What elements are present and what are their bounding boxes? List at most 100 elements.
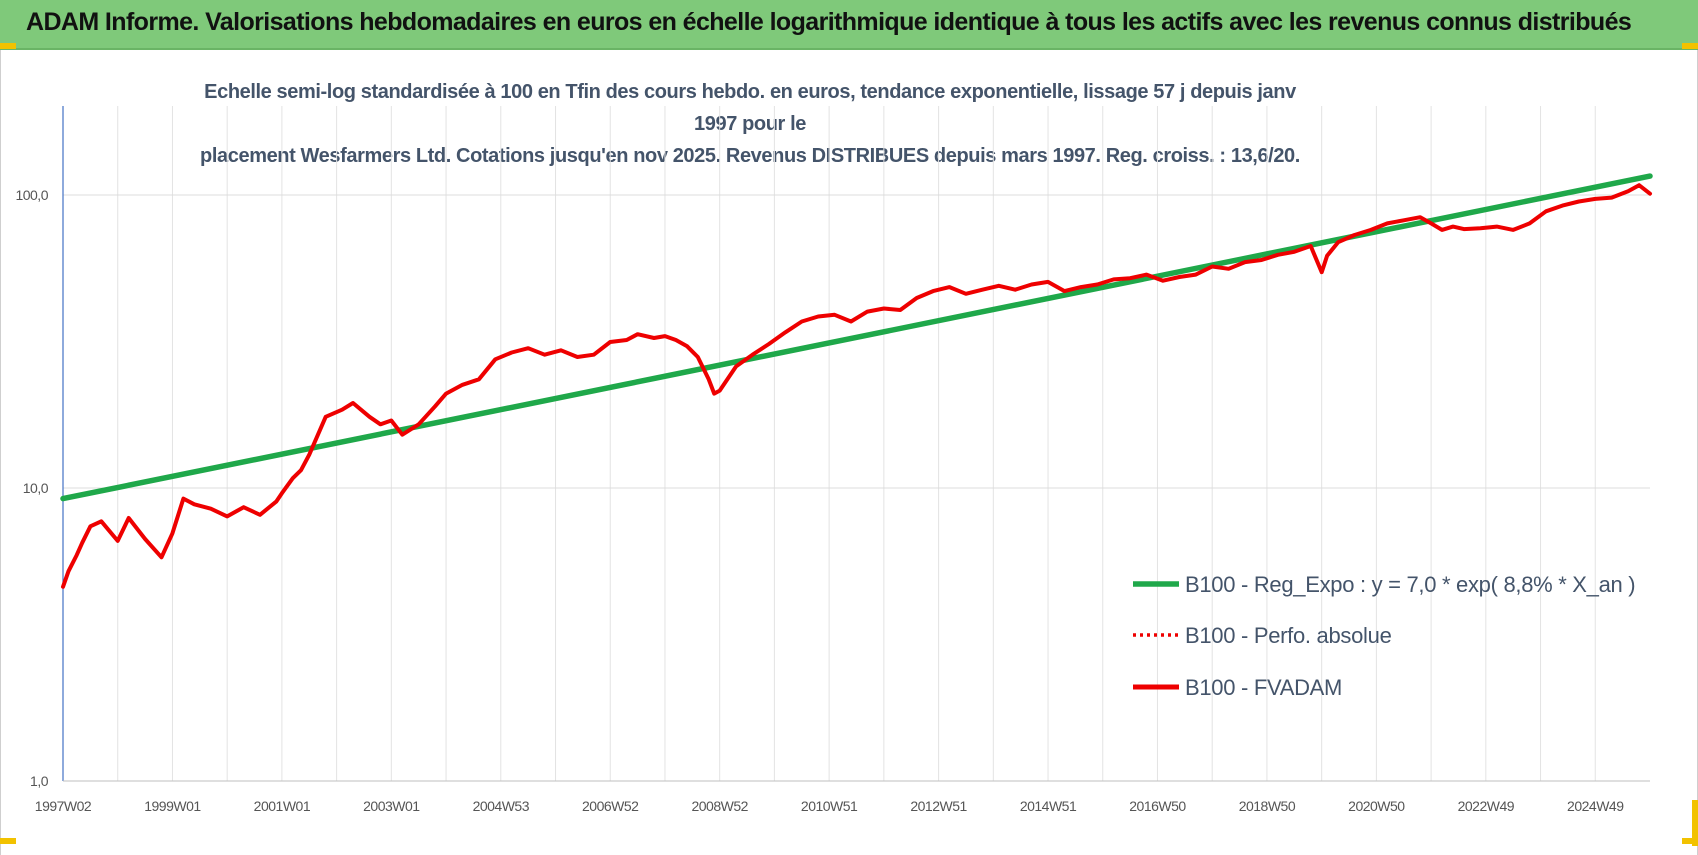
fvadam-point	[143, 537, 147, 541]
x-tick-label: 2020W50	[1348, 798, 1405, 814]
fvadam-point	[340, 408, 344, 412]
y-tick-label: 1,0	[30, 773, 49, 789]
fvadam-point	[915, 296, 919, 300]
fvadam-point	[417, 422, 421, 426]
fvadam-point	[800, 319, 804, 324]
chart-title: Echelle semi-log standardisée à 100 en T…	[200, 76, 1300, 172]
fvadam-point	[1418, 215, 1422, 219]
fvadam-point	[1560, 204, 1564, 208]
fvadam-point	[767, 342, 771, 346]
fvadam-point	[1352, 233, 1357, 237]
legend-label: B100 - FVADAM	[1185, 675, 1342, 700]
x-tick-label: 2008W52	[691, 798, 748, 814]
fvadam-point	[1227, 267, 1231, 271]
fvadam-point	[1276, 253, 1280, 257]
fvadam-point	[1210, 264, 1214, 269]
fvadam-point	[980, 288, 985, 292]
fvadam-point	[433, 404, 437, 408]
fvadam-point	[291, 476, 295, 480]
fvadam-point	[625, 338, 629, 342]
fvadam-point	[1544, 209, 1548, 213]
fvadam-point	[707, 377, 711, 381]
fvadam-point	[1062, 289, 1067, 293]
fvadam-point	[1046, 280, 1050, 284]
fvadam-point	[543, 353, 547, 357]
chart-title-line-2: placement Wesfarmers Ltd. Cotations jusq…	[200, 145, 1300, 167]
fvadam-point	[696, 355, 700, 359]
fvadam-point	[66, 569, 71, 573]
corner-mark-top-right	[1682, 43, 1698, 49]
fvadam-point	[477, 377, 481, 381]
x-tick-label: 2010W51	[801, 798, 858, 814]
legend-label: B100 - Perfo. absolue	[1185, 623, 1392, 648]
fvadam-point	[1243, 260, 1247, 264]
fvadam-point	[75, 553, 79, 557]
fvadam-point	[1593, 197, 1597, 201]
fvadam-point	[1128, 276, 1132, 280]
x-tick-label: 2024W49	[1567, 798, 1624, 814]
x-tick-label: 2014W51	[1020, 798, 1077, 814]
fvadam-point	[444, 392, 448, 396]
fvadam-point	[1440, 228, 1444, 232]
x-tick-label: 2003W01	[363, 798, 420, 814]
fvadam-point	[1478, 226, 1482, 230]
fvadam-point	[61, 585, 65, 589]
fvadam-point	[225, 514, 229, 519]
legend-label: B100 - Reg_Expo : y = 7,0 * exp( 8,8% * …	[1185, 572, 1635, 597]
x-tick-label: 2004W53	[473, 798, 530, 814]
fvadam-point	[1429, 221, 1433, 225]
fvadam-point	[1402, 218, 1406, 222]
fvadam-point	[1177, 275, 1181, 279]
fvadam-point	[274, 499, 278, 503]
fvadam-point	[1079, 285, 1083, 289]
fvadam-point	[181, 497, 185, 501]
fvadam-point	[116, 539, 120, 543]
fvadam-point	[997, 284, 1001, 288]
fvadam-point	[510, 350, 514, 355]
fvadam-point	[80, 541, 84, 545]
fvadam-point	[324, 415, 328, 419]
fvadam-point	[663, 334, 667, 338]
fvadam-point	[1511, 228, 1515, 232]
fvadam-point	[400, 433, 404, 437]
fvadam-point	[849, 319, 853, 324]
x-tick-label: 2018W50	[1239, 798, 1296, 814]
fvadam-point	[299, 468, 303, 472]
x-tick-label: 1997W02	[35, 798, 92, 814]
chart-title-line-1: Echelle semi-log standardisée à 100 en T…	[204, 81, 1296, 135]
y-tick-label: 10,0	[23, 480, 49, 496]
header-banner: ADAM Informe. Valorisations hebdomadaire…	[0, 0, 1698, 50]
fvadam-point	[898, 308, 902, 312]
fvadam-point	[242, 505, 246, 509]
corner-mark-bottom-right	[1682, 838, 1698, 844]
fvadam-point	[1610, 196, 1614, 200]
x-tick-label: 2016W50	[1129, 798, 1186, 814]
fvadam-point	[674, 338, 678, 342]
fvadam-point	[460, 383, 465, 387]
fvadam-point	[280, 491, 284, 495]
fvadam-point	[1451, 225, 1455, 229]
fvadam-point	[159, 555, 164, 559]
fvadam-point	[734, 364, 738, 368]
x-tick-label: 2012W51	[910, 798, 967, 814]
fvadam-point	[258, 513, 262, 517]
y-tick-label: 100,0	[15, 187, 48, 203]
trend-line	[60, 173, 1653, 502]
fvadam-point	[389, 418, 393, 423]
fvadam-point	[367, 415, 372, 419]
fvadam-point	[559, 348, 563, 352]
fvadam-point	[378, 422, 382, 426]
fvadam-point	[1259, 258, 1264, 262]
fvadam-point	[1095, 282, 1099, 287]
x-tick-label: 2001W01	[254, 798, 311, 814]
fvadam-point	[931, 289, 935, 293]
fvadam-point	[1194, 273, 1198, 277]
fvadam-point	[833, 313, 837, 317]
fvadam-point	[685, 344, 689, 348]
fvadam-point	[1112, 277, 1116, 281]
corner-mark-bottom-left	[0, 838, 16, 844]
fvadam-point	[865, 310, 870, 314]
fvadam-point	[1637, 183, 1641, 187]
fvadam-line	[61, 183, 1652, 589]
fvadam-point	[592, 353, 596, 357]
